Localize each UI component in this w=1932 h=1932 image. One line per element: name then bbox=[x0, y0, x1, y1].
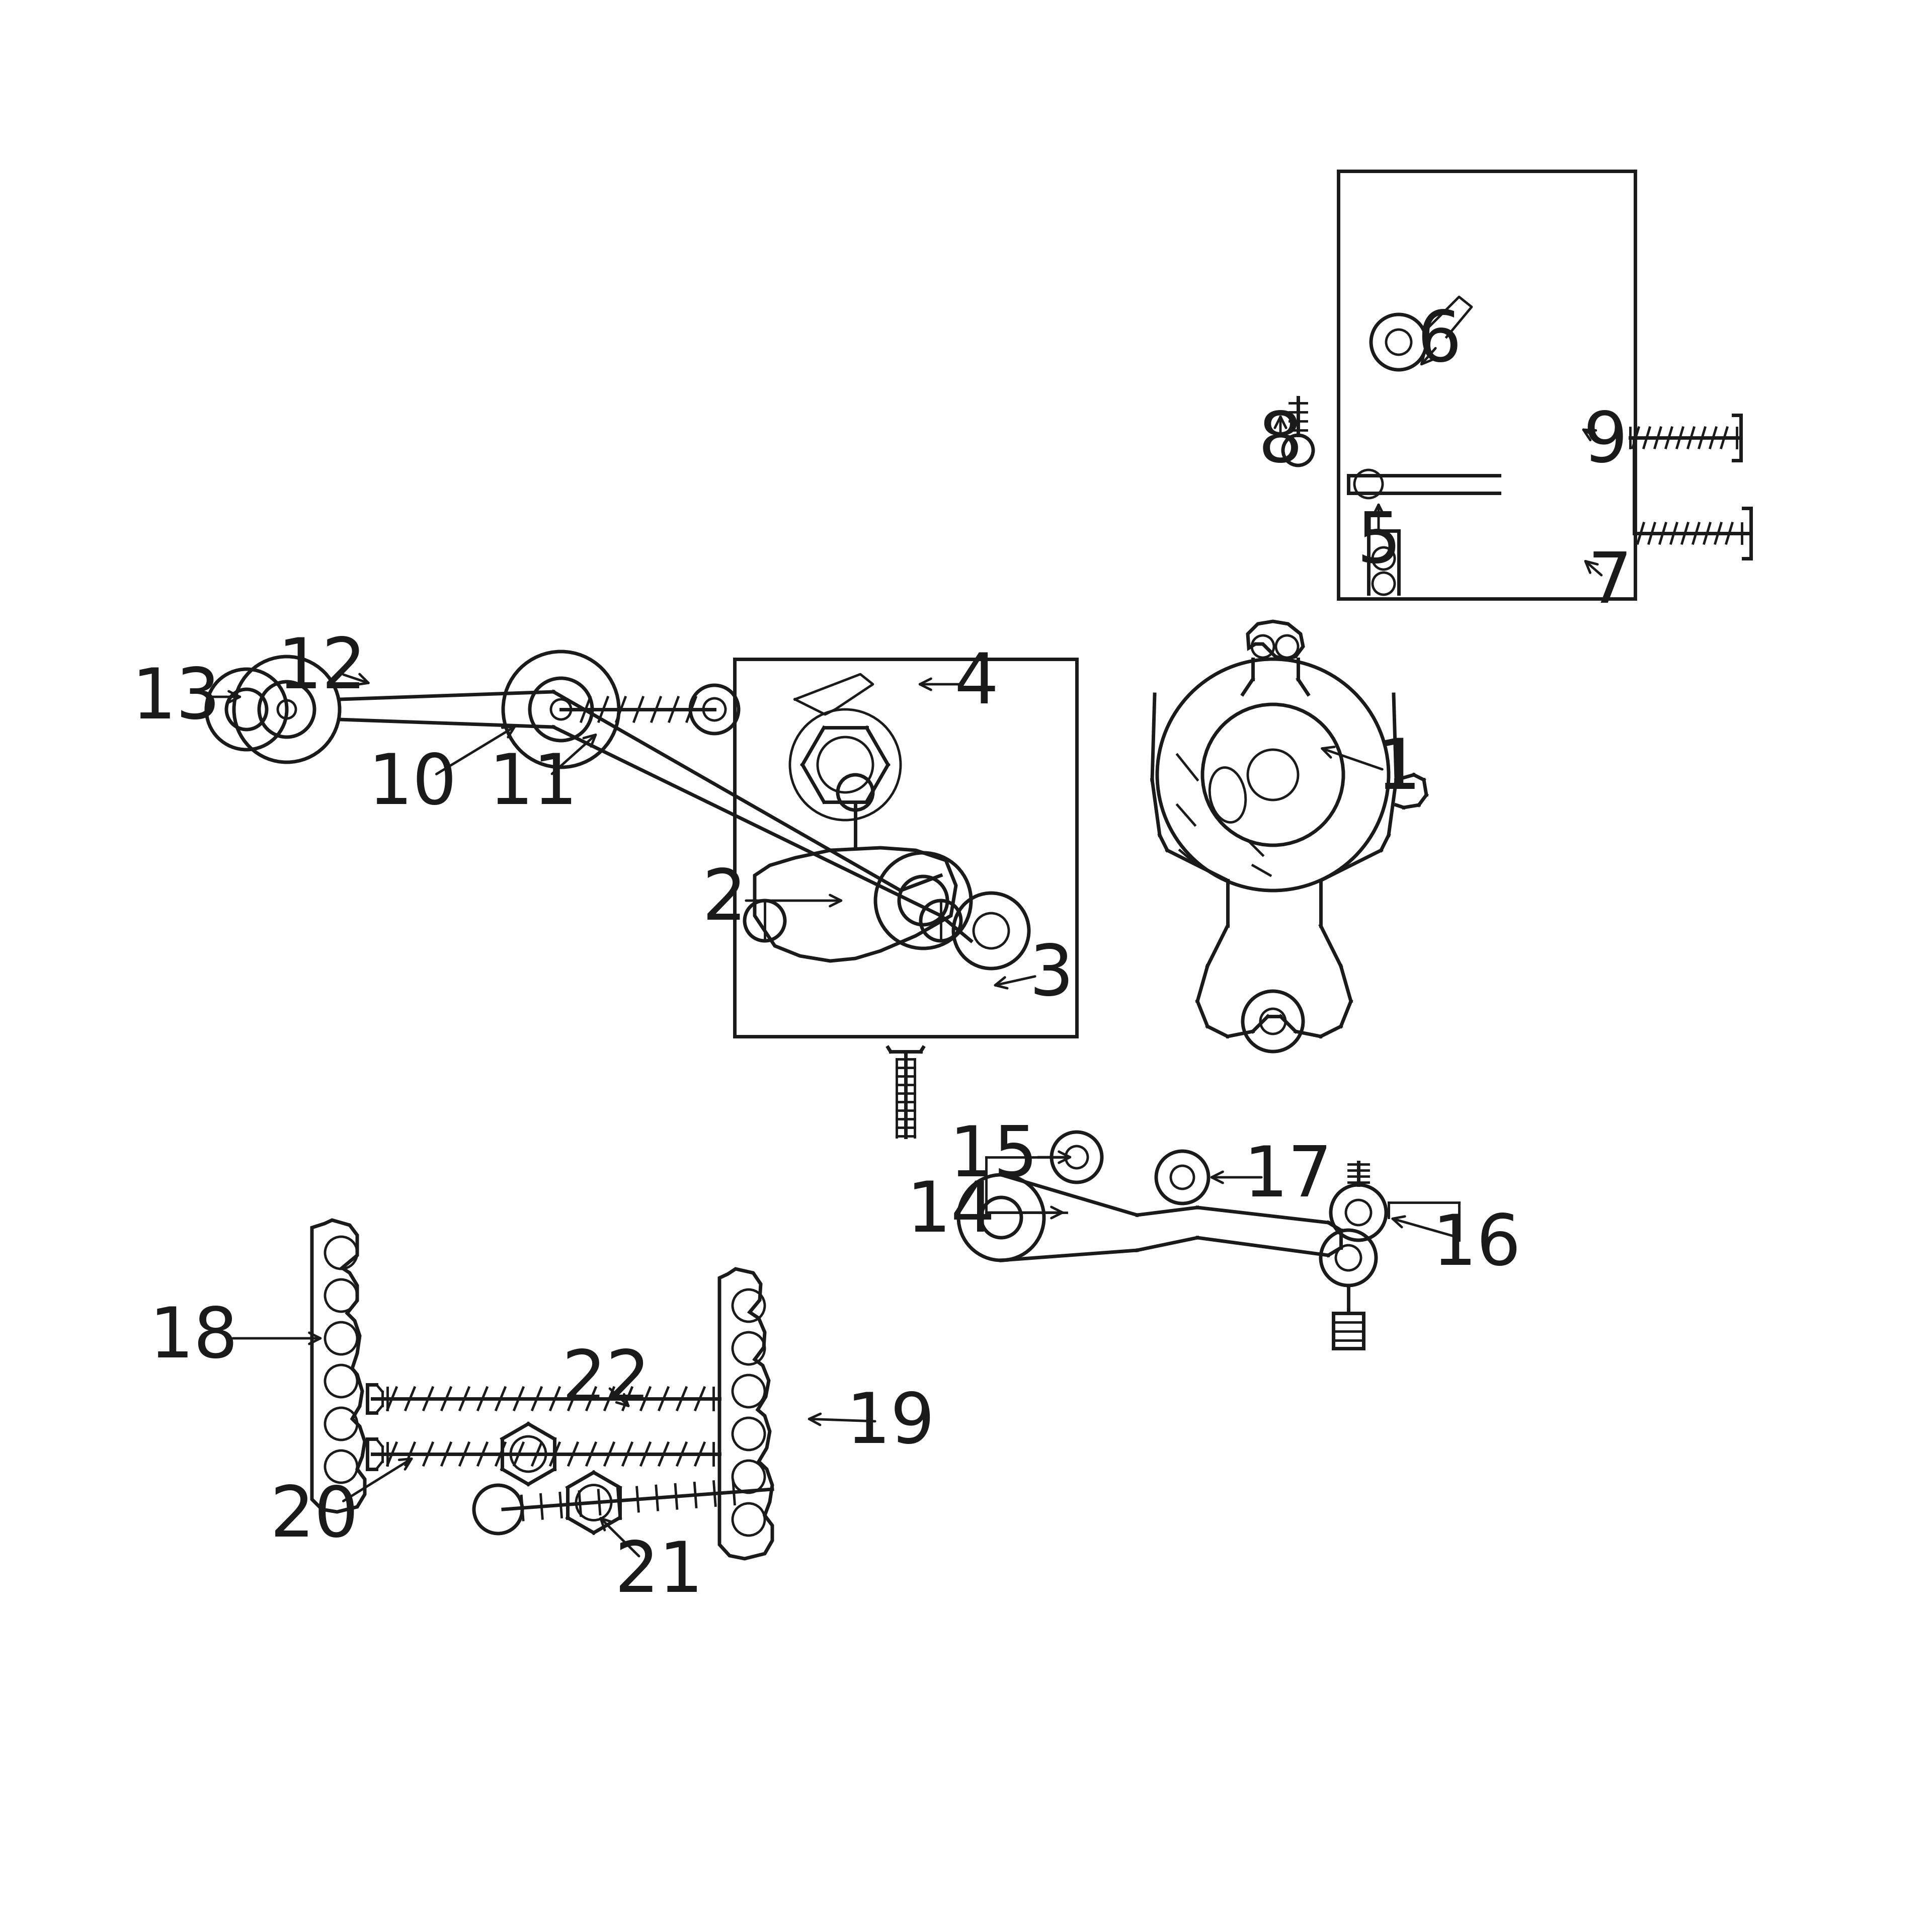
Text: 15: 15 bbox=[949, 1122, 1037, 1192]
Text: 16: 16 bbox=[1432, 1211, 1520, 1279]
Text: 2: 2 bbox=[703, 867, 746, 935]
Text: 3: 3 bbox=[1030, 943, 1074, 1010]
Text: 4: 4 bbox=[954, 651, 999, 719]
Text: 7: 7 bbox=[1588, 551, 1633, 618]
Bar bbox=[734, 659, 1076, 1036]
Text: 13: 13 bbox=[131, 665, 220, 734]
Text: 8: 8 bbox=[1258, 410, 1302, 477]
Text: 17: 17 bbox=[1244, 1144, 1333, 1211]
Text: 21: 21 bbox=[614, 1538, 703, 1605]
Text: 10: 10 bbox=[369, 752, 458, 819]
Bar bbox=[1339, 172, 1634, 599]
Text: 20: 20 bbox=[270, 1484, 359, 1551]
Text: 5: 5 bbox=[1356, 510, 1401, 578]
Text: 22: 22 bbox=[562, 1347, 651, 1414]
Text: 19: 19 bbox=[846, 1389, 935, 1459]
Text: 9: 9 bbox=[1582, 410, 1627, 477]
Text: 11: 11 bbox=[489, 752, 578, 819]
Text: 14: 14 bbox=[906, 1179, 995, 1246]
Text: 18: 18 bbox=[149, 1304, 238, 1372]
Text: 1: 1 bbox=[1376, 736, 1420, 804]
Text: 12: 12 bbox=[278, 636, 367, 703]
Text: 6: 6 bbox=[1416, 309, 1461, 377]
